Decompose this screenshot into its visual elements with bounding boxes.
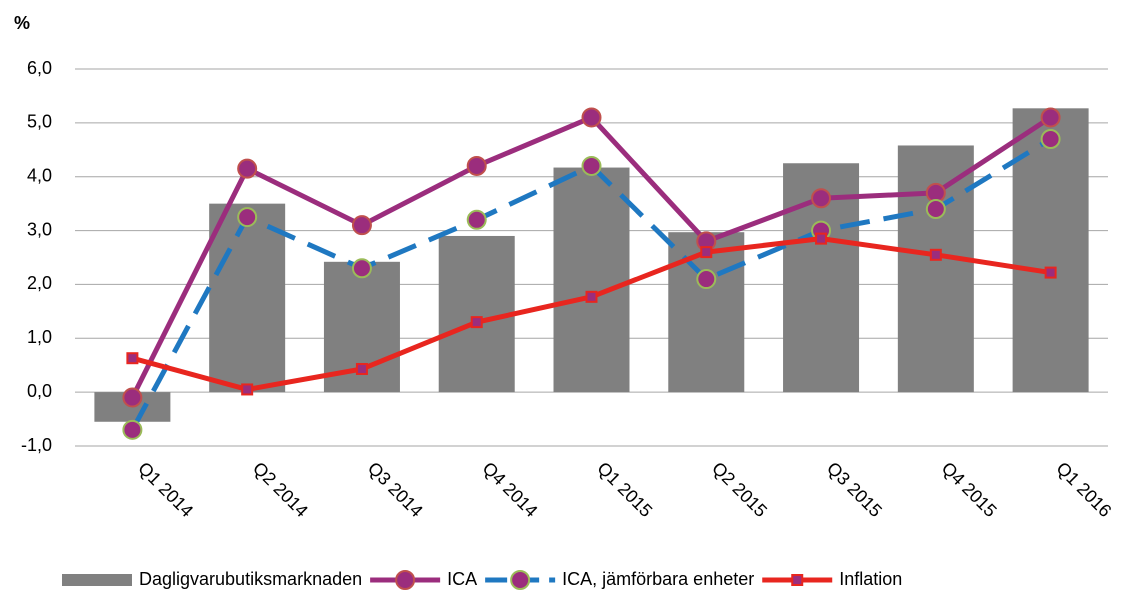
x-tick-label: Q1 2014 (134, 458, 197, 521)
y-tick-label: -1,0 (21, 435, 52, 455)
legend-marker (791, 574, 804, 586)
marker (700, 246, 713, 259)
y-tick-label: 2,0 (27, 273, 52, 293)
x-tick-label: Q4 2014 (479, 458, 542, 521)
marker (126, 352, 139, 365)
legend-swatch (62, 574, 132, 586)
y-tick-label: 1,0 (27, 327, 52, 347)
marker (351, 215, 372, 236)
marker (237, 158, 258, 179)
x-tick-label: Q2 2015 (708, 458, 771, 521)
bar (668, 232, 745, 393)
marker (355, 362, 368, 375)
marker (581, 107, 602, 128)
marker (815, 232, 828, 245)
bar (897, 145, 974, 393)
legend-label: ICA, jämförbara enheter (562, 569, 754, 589)
marker (351, 258, 372, 279)
marker (241, 383, 254, 396)
y-tick-label: 4,0 (27, 165, 52, 185)
marker (237, 207, 258, 228)
marker (122, 419, 143, 440)
legend-marker (395, 570, 416, 590)
marker (696, 269, 717, 290)
marker (585, 290, 598, 303)
legend-label: ICA (447, 569, 477, 589)
bar (553, 167, 630, 393)
x-tick-label: Q1 2016 (1052, 458, 1115, 521)
marker (811, 188, 832, 209)
marker (929, 248, 942, 261)
marker (1040, 107, 1061, 128)
legend-label: Inflation (839, 569, 902, 589)
y-tick-label: 5,0 (27, 112, 52, 132)
x-tick-label: Q4 2015 (938, 458, 1001, 521)
marker (925, 199, 946, 220)
marker (466, 209, 487, 230)
x-tick-label: Q1 2015 (593, 458, 656, 521)
legend-marker (510, 570, 531, 590)
marker (1040, 129, 1061, 150)
y-tick-label: 0,0 (27, 381, 52, 401)
x-tick-label: Q3 2015 (823, 458, 886, 521)
bar (209, 203, 286, 393)
marker (470, 316, 483, 329)
marker (581, 155, 602, 176)
y-tick-label: 3,0 (27, 219, 52, 239)
y-axis-label: % (14, 13, 30, 33)
marker (122, 387, 143, 408)
x-tick-label: Q2 2014 (249, 458, 312, 521)
marker (1044, 266, 1057, 279)
bar (1012, 108, 1089, 393)
x-tick-label: Q3 2014 (364, 458, 427, 521)
marker (466, 155, 487, 176)
legend-label: Dagligvarubutiksmarknaden (139, 569, 362, 589)
y-tick-label: 6,0 (27, 58, 52, 78)
